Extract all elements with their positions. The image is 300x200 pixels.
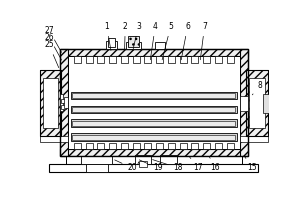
- Bar: [72, 93, 236, 98]
- Bar: [68, 56, 240, 149]
- Bar: [61, 99, 66, 103]
- Bar: [191, 143, 198, 149]
- Bar: [144, 143, 151, 149]
- Bar: [246, 70, 268, 136]
- Bar: [72, 121, 236, 126]
- Bar: [81, 156, 112, 164]
- Bar: [70, 106, 237, 113]
- Bar: [74, 56, 81, 62]
- Text: 20: 20: [115, 160, 137, 172]
- Text: 27: 27: [44, 26, 61, 52]
- Bar: [109, 143, 116, 149]
- Text: 15: 15: [244, 156, 257, 172]
- Bar: [180, 143, 187, 149]
- Bar: [70, 92, 237, 99]
- Bar: [240, 96, 248, 111]
- Text: 25: 25: [44, 40, 59, 68]
- Text: 5: 5: [162, 22, 173, 60]
- Bar: [74, 143, 81, 149]
- Bar: [60, 49, 248, 156]
- Bar: [156, 143, 163, 149]
- Bar: [227, 143, 234, 149]
- Bar: [168, 56, 175, 62]
- Bar: [61, 105, 66, 109]
- Text: 4: 4: [150, 22, 158, 60]
- Text: 17: 17: [189, 156, 203, 172]
- Bar: [191, 56, 198, 62]
- Text: 2: 2: [123, 22, 127, 50]
- Text: 8: 8: [252, 81, 262, 95]
- Bar: [70, 133, 237, 141]
- Bar: [121, 143, 128, 149]
- Bar: [135, 155, 151, 164]
- Bar: [168, 143, 175, 149]
- Bar: [215, 143, 222, 149]
- Bar: [263, 94, 271, 113]
- Bar: [227, 56, 234, 62]
- Bar: [160, 155, 177, 164]
- Bar: [60, 149, 248, 156]
- Bar: [249, 78, 265, 128]
- Bar: [240, 49, 248, 156]
- Bar: [72, 135, 236, 140]
- Bar: [60, 49, 248, 56]
- Bar: [215, 56, 222, 62]
- Bar: [126, 42, 141, 49]
- Bar: [155, 42, 164, 49]
- Bar: [133, 143, 140, 149]
- Bar: [85, 56, 93, 62]
- Bar: [72, 107, 236, 112]
- Text: 16: 16: [209, 156, 220, 172]
- Bar: [108, 38, 115, 47]
- Bar: [128, 36, 139, 47]
- Bar: [156, 56, 163, 62]
- Bar: [66, 156, 242, 164]
- Bar: [106, 41, 117, 49]
- Bar: [40, 70, 62, 136]
- Bar: [269, 102, 274, 105]
- Bar: [203, 56, 210, 62]
- Bar: [121, 56, 128, 62]
- Bar: [85, 143, 93, 149]
- Bar: [60, 49, 68, 156]
- Text: 1: 1: [104, 22, 111, 51]
- Bar: [98, 143, 104, 149]
- Bar: [180, 56, 187, 62]
- Bar: [40, 70, 62, 136]
- Text: 3: 3: [133, 22, 141, 51]
- Text: 6: 6: [181, 22, 190, 60]
- Bar: [109, 56, 116, 62]
- Bar: [43, 78, 58, 128]
- Bar: [144, 56, 151, 62]
- Bar: [98, 56, 104, 62]
- Bar: [269, 97, 274, 100]
- Bar: [70, 119, 237, 127]
- Bar: [269, 106, 274, 109]
- Bar: [240, 136, 268, 142]
- Text: 7: 7: [200, 22, 207, 60]
- Text: 18: 18: [152, 160, 183, 172]
- Bar: [246, 70, 268, 136]
- Bar: [139, 161, 147, 167]
- Bar: [203, 143, 210, 149]
- Bar: [49, 164, 259, 172]
- Text: 26: 26: [44, 33, 61, 60]
- Bar: [60, 94, 63, 111]
- Bar: [133, 56, 140, 62]
- Bar: [40, 136, 68, 142]
- Bar: [86, 164, 108, 172]
- Text: 19: 19: [139, 160, 162, 172]
- Bar: [64, 97, 68, 108]
